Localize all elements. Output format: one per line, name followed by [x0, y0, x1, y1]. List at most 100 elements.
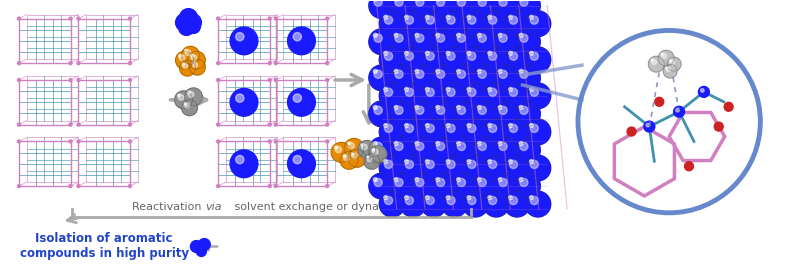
Circle shape: [514, 0, 540, 18]
Circle shape: [190, 241, 202, 252]
Circle shape: [230, 150, 258, 178]
Circle shape: [514, 29, 540, 55]
Circle shape: [498, 178, 502, 182]
Circle shape: [431, 173, 457, 199]
Circle shape: [347, 142, 350, 145]
Circle shape: [217, 140, 220, 143]
Circle shape: [462, 11, 488, 37]
Circle shape: [287, 150, 315, 178]
Circle shape: [676, 109, 679, 112]
Circle shape: [504, 119, 530, 145]
Text: Isolation of aromatic
compounds in high purity: Isolation of aromatic compounds in high …: [20, 232, 189, 260]
Circle shape: [426, 88, 434, 96]
Circle shape: [416, 34, 424, 42]
Circle shape: [175, 51, 194, 69]
Circle shape: [185, 88, 202, 106]
Circle shape: [362, 144, 367, 150]
Circle shape: [431, 0, 457, 18]
Circle shape: [426, 16, 434, 24]
Circle shape: [504, 155, 530, 181]
Circle shape: [400, 47, 426, 73]
Circle shape: [468, 160, 476, 168]
Circle shape: [129, 62, 131, 65]
Circle shape: [452, 65, 478, 91]
Circle shape: [478, 33, 482, 37]
Circle shape: [478, 0, 482, 1]
Circle shape: [395, 178, 403, 187]
Circle shape: [379, 155, 405, 181]
Circle shape: [415, 178, 419, 182]
Circle shape: [230, 88, 258, 116]
Circle shape: [175, 14, 194, 31]
Circle shape: [651, 59, 654, 61]
Circle shape: [489, 196, 497, 205]
Circle shape: [457, 142, 461, 145]
Circle shape: [578, 30, 760, 213]
Circle shape: [406, 16, 414, 24]
Circle shape: [525, 155, 550, 181]
Circle shape: [184, 103, 186, 105]
Circle shape: [174, 91, 193, 109]
Circle shape: [274, 140, 277, 143]
Circle shape: [426, 124, 434, 133]
Circle shape: [410, 173, 436, 199]
Circle shape: [426, 196, 434, 205]
Circle shape: [400, 191, 426, 217]
Circle shape: [467, 51, 471, 55]
Circle shape: [293, 94, 302, 102]
Circle shape: [230, 27, 258, 55]
Circle shape: [268, 123, 271, 126]
Circle shape: [416, 106, 424, 114]
Circle shape: [519, 106, 523, 109]
Circle shape: [519, 0, 523, 1]
Circle shape: [436, 106, 440, 109]
Circle shape: [390, 65, 415, 91]
Circle shape: [326, 123, 329, 126]
Circle shape: [395, 70, 403, 78]
Circle shape: [421, 191, 446, 217]
Circle shape: [18, 17, 21, 20]
Circle shape: [379, 11, 405, 37]
Circle shape: [520, 178, 528, 187]
Circle shape: [462, 155, 488, 181]
Circle shape: [374, 142, 382, 150]
Circle shape: [426, 51, 430, 55]
Circle shape: [644, 121, 655, 132]
Circle shape: [483, 83, 509, 109]
Circle shape: [197, 247, 206, 256]
Circle shape: [379, 47, 405, 73]
Circle shape: [489, 52, 497, 60]
Circle shape: [400, 83, 426, 109]
Circle shape: [685, 162, 694, 171]
Circle shape: [351, 153, 354, 155]
Circle shape: [374, 142, 378, 145]
Circle shape: [390, 101, 415, 127]
Circle shape: [488, 124, 492, 128]
Circle shape: [467, 15, 471, 19]
Circle shape: [498, 142, 502, 145]
Circle shape: [287, 27, 315, 55]
Circle shape: [452, 29, 478, 55]
Circle shape: [530, 196, 538, 205]
Circle shape: [405, 124, 409, 128]
Circle shape: [530, 87, 534, 91]
Circle shape: [405, 196, 409, 200]
Circle shape: [185, 103, 190, 108]
Circle shape: [274, 17, 277, 20]
Circle shape: [394, 69, 398, 73]
Circle shape: [530, 124, 538, 133]
Circle shape: [530, 160, 538, 168]
Circle shape: [236, 94, 244, 102]
Circle shape: [361, 144, 364, 146]
Circle shape: [390, 173, 415, 199]
Circle shape: [379, 83, 405, 109]
Circle shape: [483, 47, 509, 73]
Circle shape: [494, 173, 519, 199]
Circle shape: [530, 52, 538, 60]
Circle shape: [458, 0, 466, 6]
Circle shape: [193, 62, 198, 67]
Circle shape: [698, 86, 710, 97]
Circle shape: [385, 52, 393, 60]
Circle shape: [18, 185, 21, 187]
Circle shape: [646, 123, 650, 127]
